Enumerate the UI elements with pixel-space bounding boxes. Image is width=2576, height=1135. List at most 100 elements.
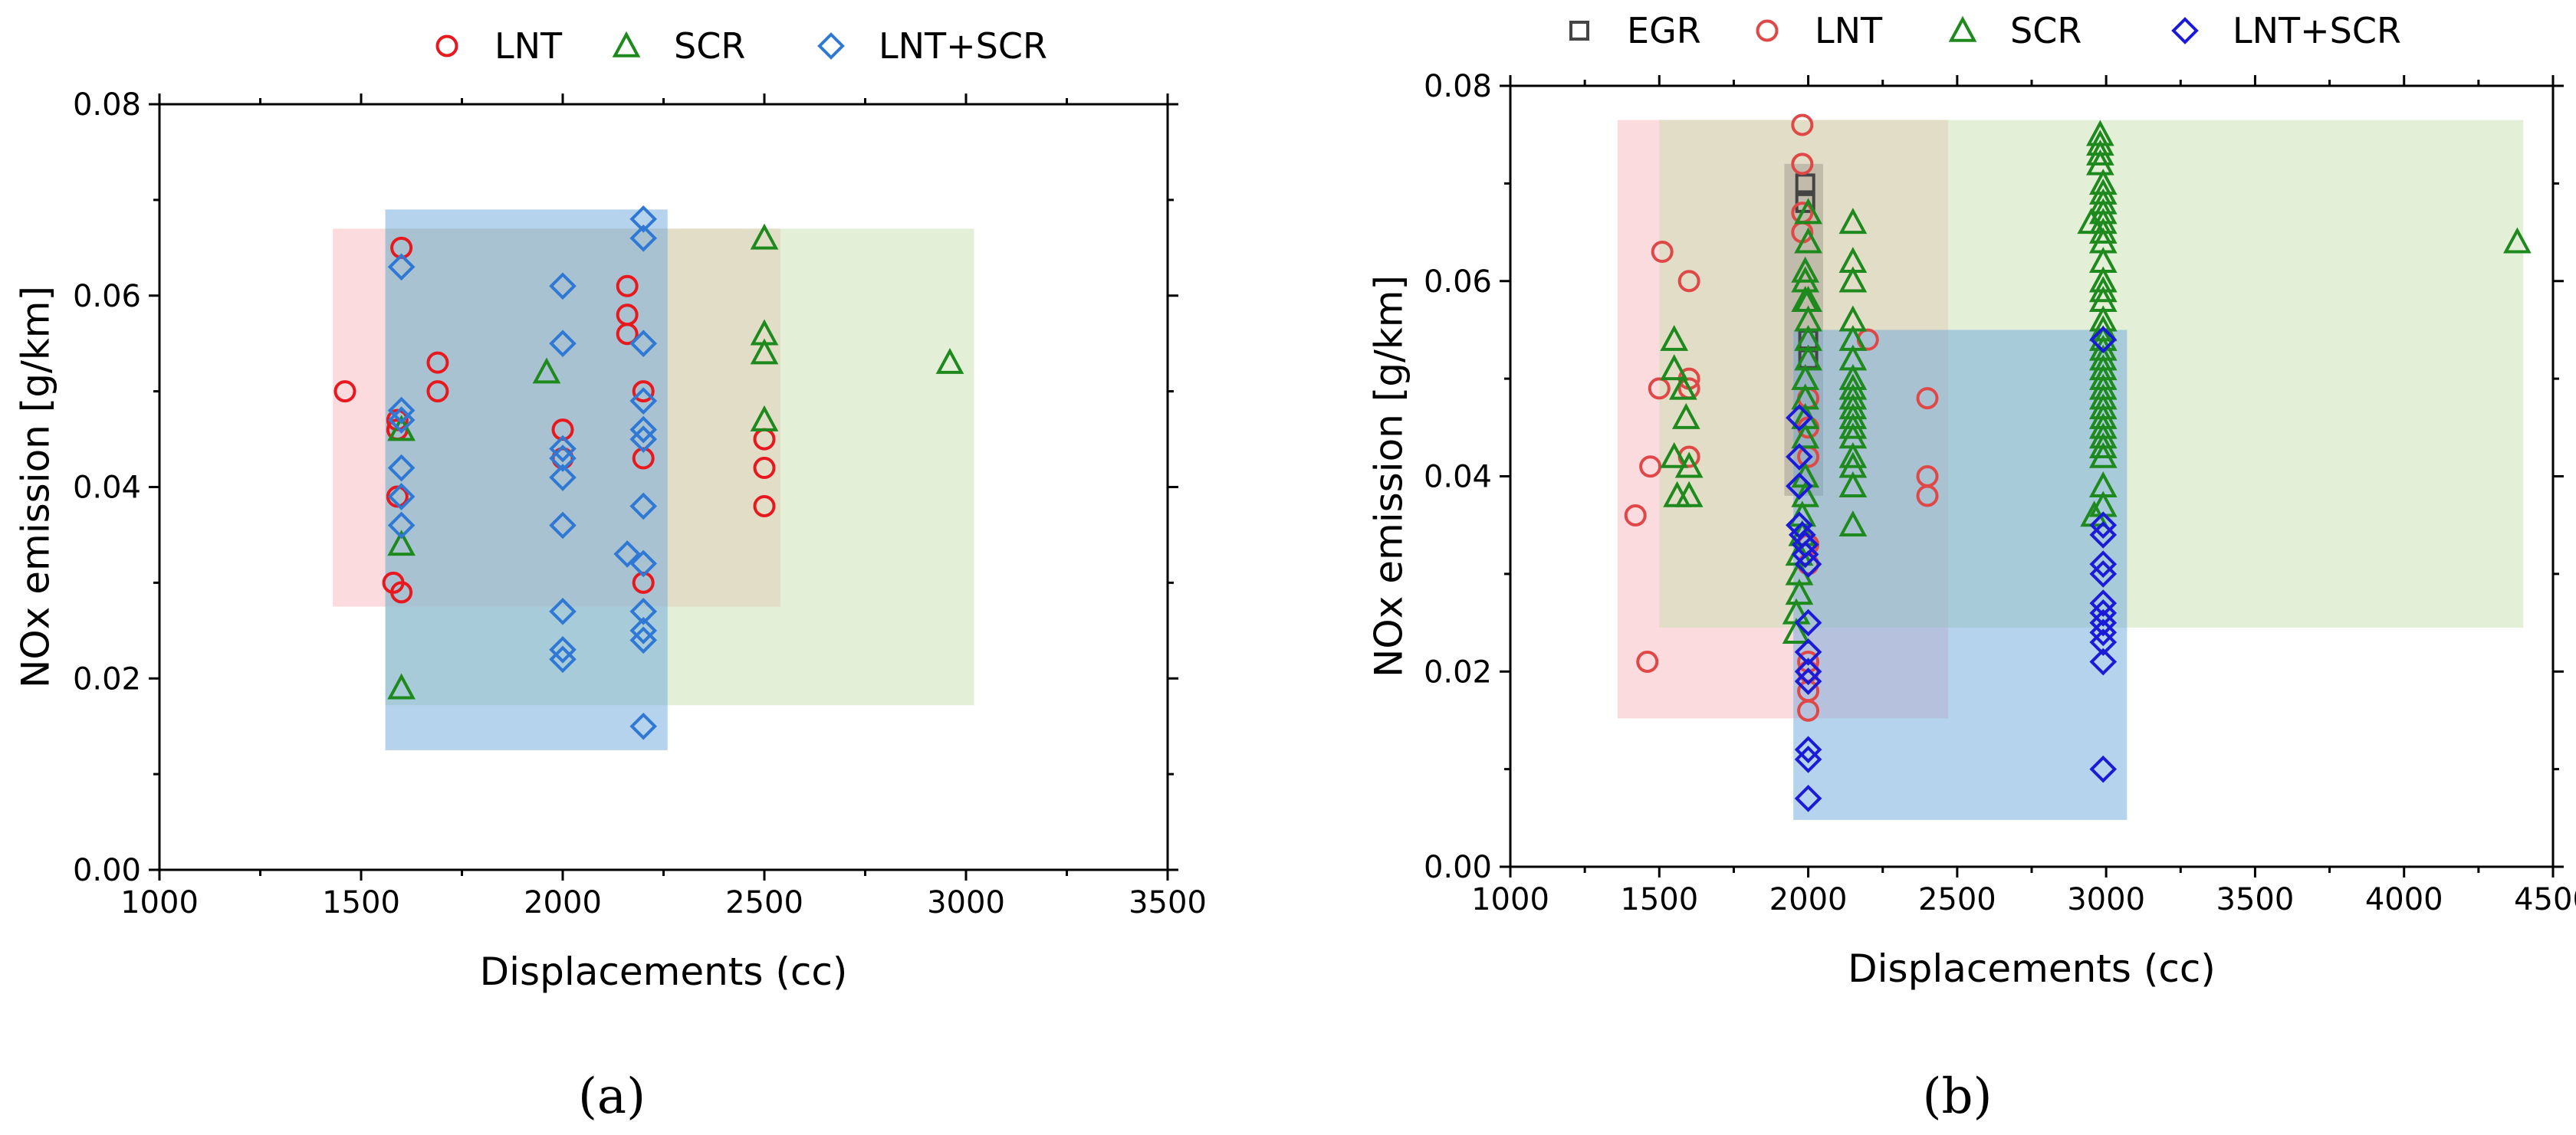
data-point-lnt: [1797, 699, 1820, 722]
x-tick-label: 2000: [1769, 882, 1848, 917]
data-point-scr: [1791, 363, 1820, 390]
x-tick-label: 4000: [2365, 882, 2443, 917]
x-tick-label: 2500: [1918, 882, 1996, 917]
x-tick-label: 3000: [927, 885, 1005, 920]
data-point-lnt-scr: [1794, 736, 1822, 763]
data-point-scr: [2088, 441, 2118, 468]
data-point-lnt: [426, 380, 449, 403]
data-point-scr: [2088, 432, 2118, 459]
data-point-scr: [1660, 324, 1689, 351]
panel-label: (a): [578, 1068, 646, 1125]
y-tick-label: 0.00: [73, 853, 141, 888]
data-point-lnt-scr: [629, 549, 658, 578]
data-point-scr: [1791, 256, 1820, 283]
x-tick-label: 1000: [1471, 882, 1549, 917]
data-point-lnt-scr: [1794, 638, 1822, 666]
data-point-lnt-scr: [1794, 785, 1822, 812]
data-point-lnt-scr: [549, 435, 577, 463]
data-point-lnt-scr: [549, 444, 577, 472]
data-point-lnt: [1624, 504, 1647, 526]
data-point-lnt: [426, 351, 449, 374]
y-axis-label: NOx emission [g/km]: [1367, 275, 1411, 677]
data-point-lnt-scr: [549, 645, 577, 674]
data-point-lnt: [1791, 153, 1814, 175]
data-point-lnt-scr: [2089, 628, 2118, 656]
data-point-scr: [1660, 354, 1689, 381]
y-tick-label: 0.06: [73, 279, 141, 314]
y-tick-label: 0.04: [73, 471, 141, 506]
data-point-scr: [1660, 441, 1689, 468]
data-point-lnt: [1916, 387, 1939, 410]
data-point-lnt-scr: [387, 454, 416, 482]
data-point-lnt: [632, 380, 655, 403]
legend-marker-scr: [612, 31, 641, 57]
data-point-lnt-scr: [387, 511, 416, 540]
data-point-lnt-scr: [549, 511, 577, 540]
data-point-lnt-scr: [549, 272, 577, 300]
y-tick-label: 0.02: [73, 661, 141, 697]
data-point-lnt-scr: [1794, 746, 1822, 773]
data-point-lnt: [1648, 377, 1671, 400]
data-point-scr: [1791, 481, 1820, 507]
x-tick-label: 3000: [2067, 882, 2145, 917]
data-point-lnt-scr: [1786, 511, 1813, 540]
x-tick-label: 2500: [725, 885, 803, 920]
legend-marker-scr: [1948, 15, 1977, 42]
legend: LNT SCR LNT+SCR: [435, 25, 1047, 67]
data-point-lnt-scr: [629, 205, 658, 233]
data-point-lnt-scr: [549, 598, 577, 625]
legend-marker-lnt-scr: [817, 32, 845, 60]
data-point-lnt-scr: [629, 616, 658, 645]
data-point-lnt-scr: [1786, 443, 1813, 471]
data-point-lnt-scr: [2089, 609, 2118, 637]
y-tick-label: 0.06: [1424, 264, 1492, 300]
data-point-lnt-scr: [613, 540, 641, 568]
legend: EGR LNT SCR LNT+SCR: [1569, 10, 2401, 51]
data-point-lnt-scr: [387, 406, 416, 434]
legend-label-scr: SCR: [674, 25, 745, 67]
data-point-scr: [1791, 422, 1820, 449]
data-point-lnt-scr: [387, 253, 416, 281]
y-tick-label: 0.08: [73, 87, 141, 123]
data-point-scr: [1838, 266, 1868, 293]
data-point-lnt-scr: [549, 464, 577, 491]
data-point-lnt-scr: [629, 330, 658, 358]
data-point-lnt-scr: [1794, 609, 1822, 637]
data-point-lnt-scr: [387, 396, 416, 425]
data-point-lnt-scr: [1794, 668, 1822, 695]
data-point-lnt-scr: [387, 483, 416, 510]
data-point-scr: [2088, 276, 2118, 303]
range-band-lnt-scr: [385, 209, 668, 750]
data-point-lnt-scr: [2089, 618, 2118, 647]
panel-label: (b): [1923, 1068, 1993, 1125]
data-point-lnt: [390, 581, 413, 604]
data-point-scr: [2503, 227, 2532, 254]
data-point-lnt-scr: [2089, 326, 2118, 354]
data-point-lnt: [334, 380, 356, 403]
data-point-scr: [1782, 618, 1811, 645]
data-point-lnt-scr: [549, 635, 577, 664]
data-point-scr: [1838, 412, 1868, 439]
data-point-lnt-scr: [2089, 550, 2118, 578]
data-point-lnt: [616, 274, 639, 297]
data-point-scr: [1838, 510, 1868, 536]
chart-panel-a: 1000 1500 2000 2500 3000 3500 0.00 0.02 0.04 0.06…: [14, 25, 1207, 1125]
data-point-egr: [1795, 192, 1815, 213]
data-point-lnt-scr: [549, 330, 577, 358]
data-point-lnt-scr: [629, 712, 658, 740]
data-point-lnt: [616, 323, 639, 346]
data-point-lnt-scr: [629, 425, 658, 453]
data-point-lnt-scr: [1794, 550, 1822, 578]
legend-label-scr: SCR: [2010, 10, 2082, 51]
y-tick-label: 0.02: [1424, 654, 1492, 690]
data-point-scr: [387, 415, 416, 441]
data-point-egr: [1795, 173, 1815, 194]
y-axis-label: NOx emission [g/km]: [14, 286, 58, 688]
legend-marker-lnt-scr: [2171, 17, 2199, 44]
data-point-scr: [1838, 441, 1868, 468]
y-tick-label: 0.00: [1424, 850, 1492, 885]
data-point-lnt: [1677, 270, 1700, 293]
